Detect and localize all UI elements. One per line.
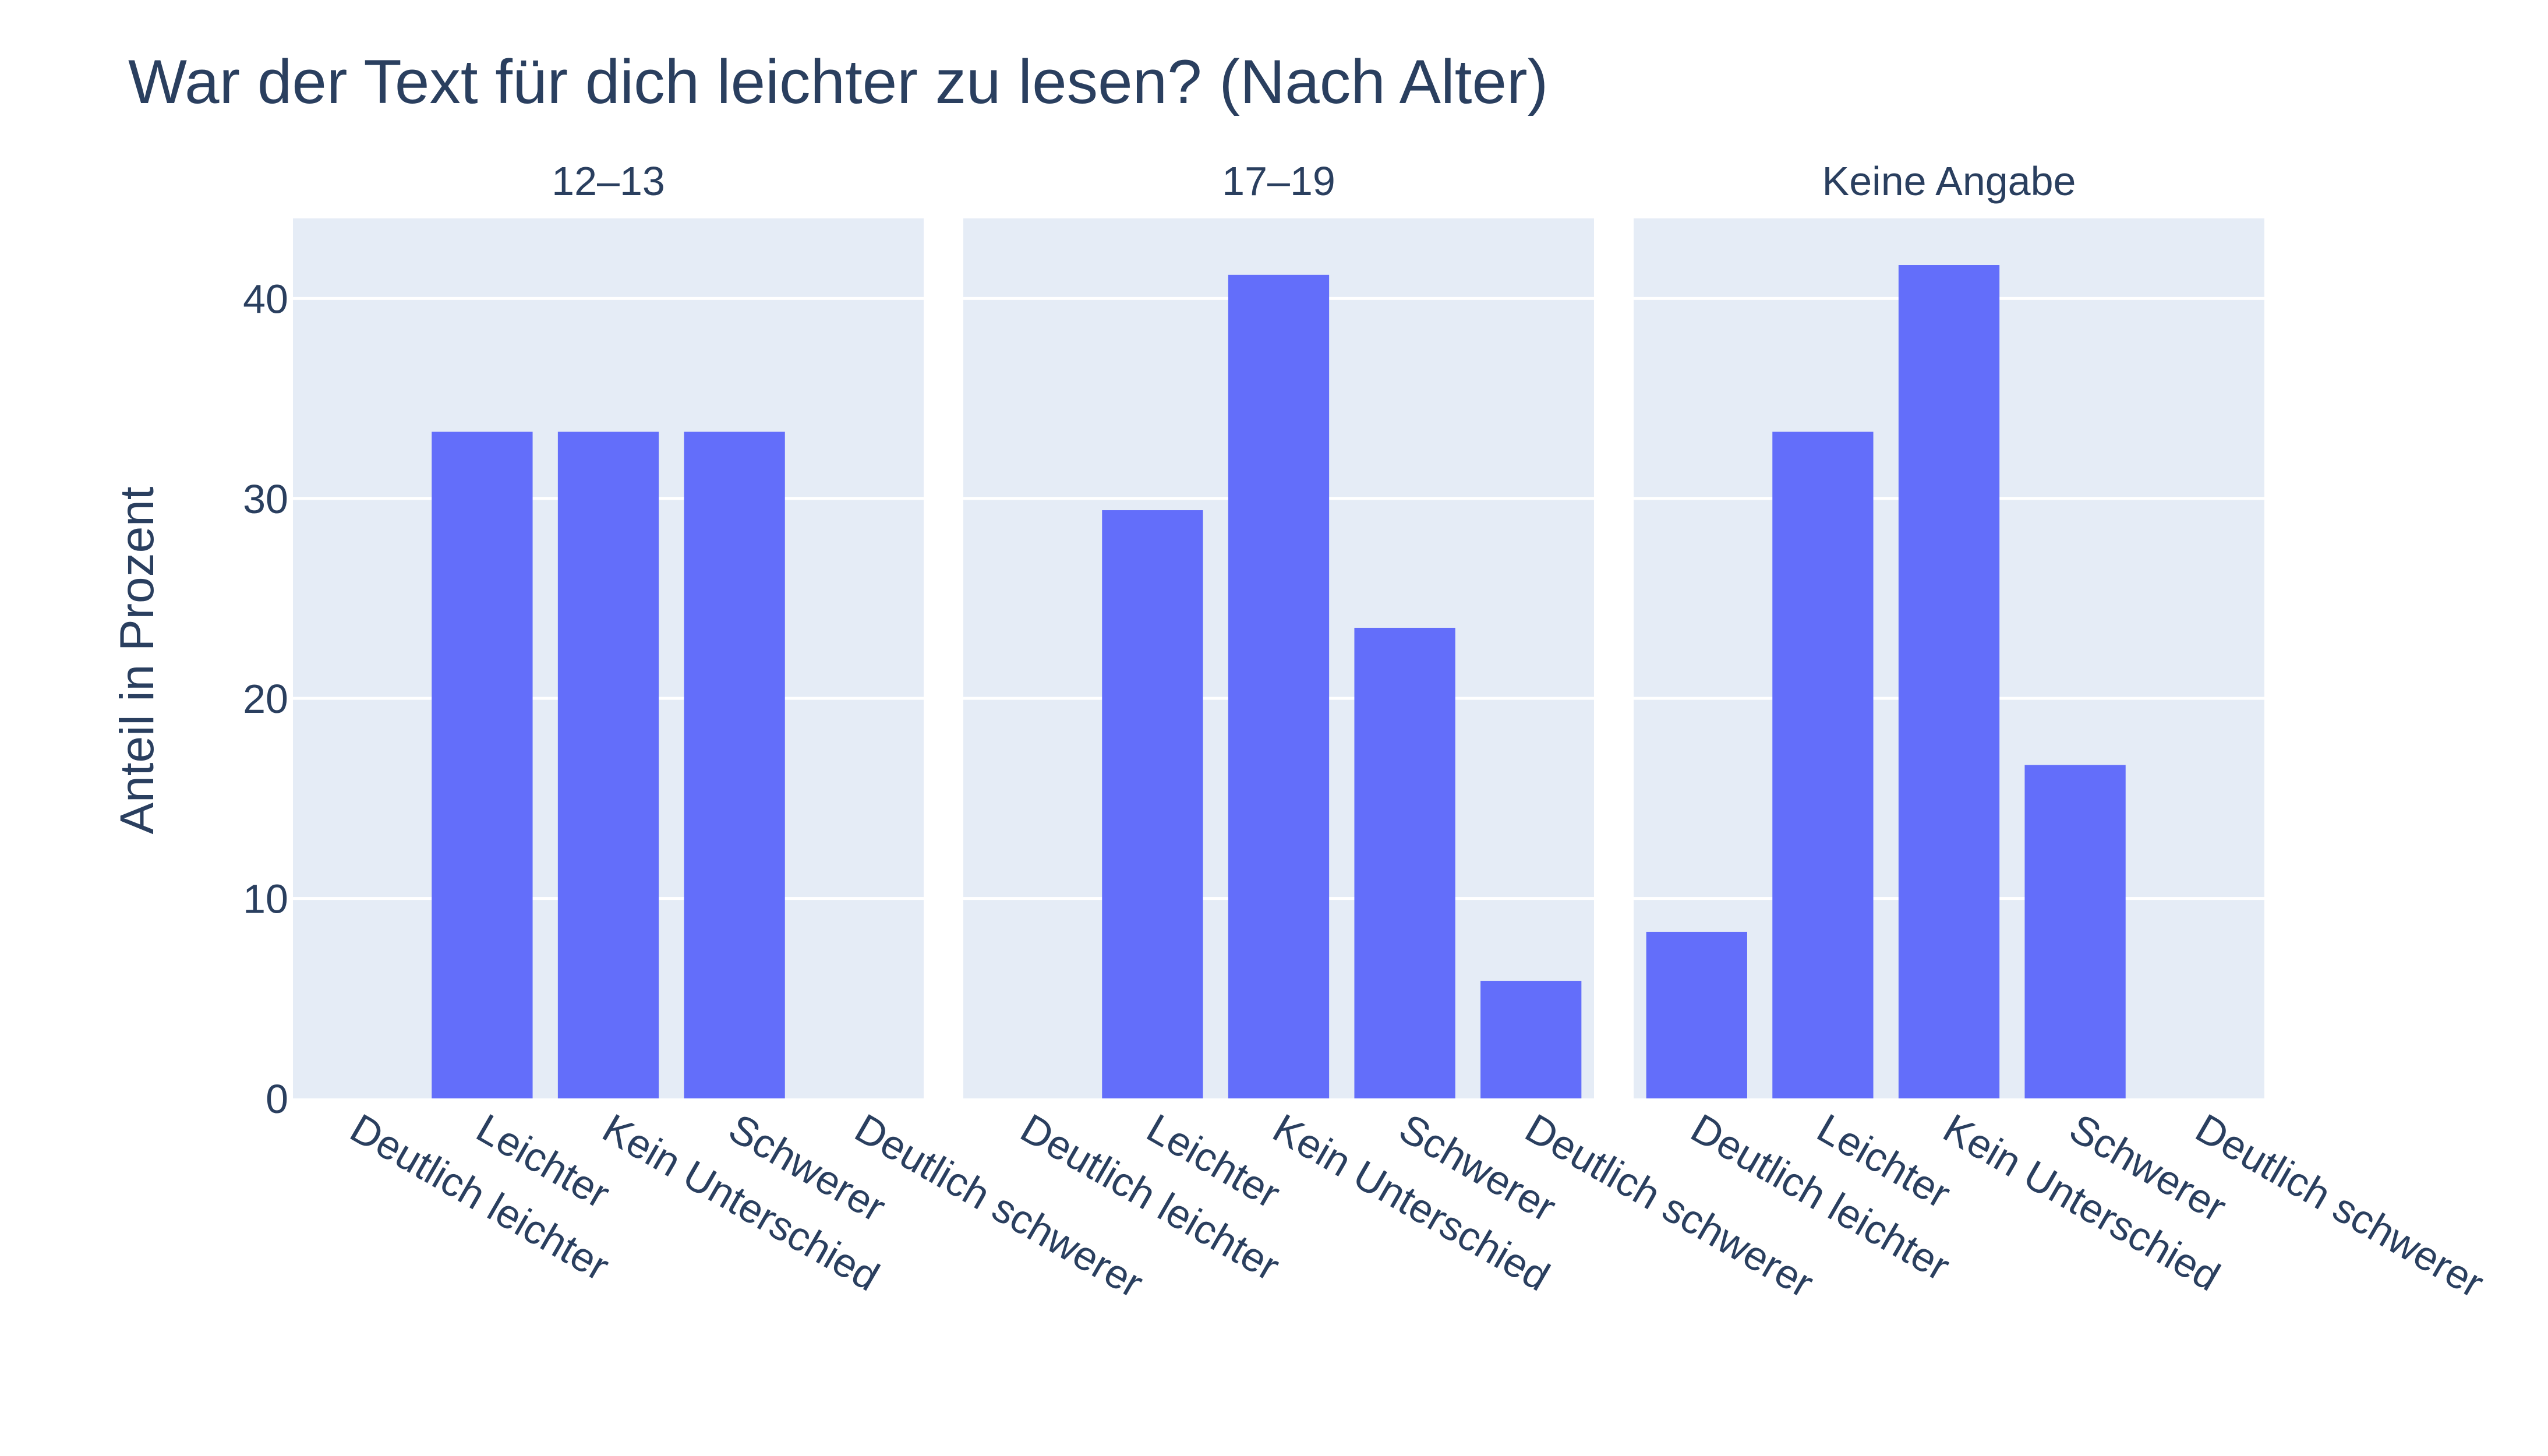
- bar: [1646, 931, 1747, 1098]
- bar: [2024, 765, 2126, 1098]
- y-tick-label: 40: [243, 276, 288, 321]
- y-tick-label: 0: [266, 1076, 288, 1122]
- panel-title: 17–19: [1222, 158, 1335, 204]
- bar: [1480, 981, 1582, 1098]
- y-tick-label: 20: [243, 676, 288, 722]
- x-tick-label: Deutlich schwerer: [1518, 1105, 1821, 1306]
- x-tick-label: Deutlich schwerer: [2188, 1105, 2492, 1306]
- bar: [1354, 627, 1455, 1098]
- bar: [557, 432, 659, 1098]
- bar: [684, 432, 785, 1098]
- x-tick-label: Deutlich schwerer: [847, 1105, 1151, 1306]
- bar: [1772, 432, 1874, 1098]
- chart-title: War der Text für dich leichter zu lesen?…: [128, 47, 1548, 116]
- bar: [1898, 265, 2000, 1099]
- y-tick-label: 10: [243, 877, 288, 922]
- bar: [1228, 274, 1330, 1099]
- bar: [1102, 510, 1203, 1098]
- y-tick-label: 30: [243, 476, 288, 522]
- y-axis-title: Anteil in Prozent: [111, 486, 164, 834]
- bar: [432, 432, 533, 1098]
- panel-title: Keine Angabe: [1822, 158, 2076, 204]
- panel-title: 12–13: [552, 158, 665, 204]
